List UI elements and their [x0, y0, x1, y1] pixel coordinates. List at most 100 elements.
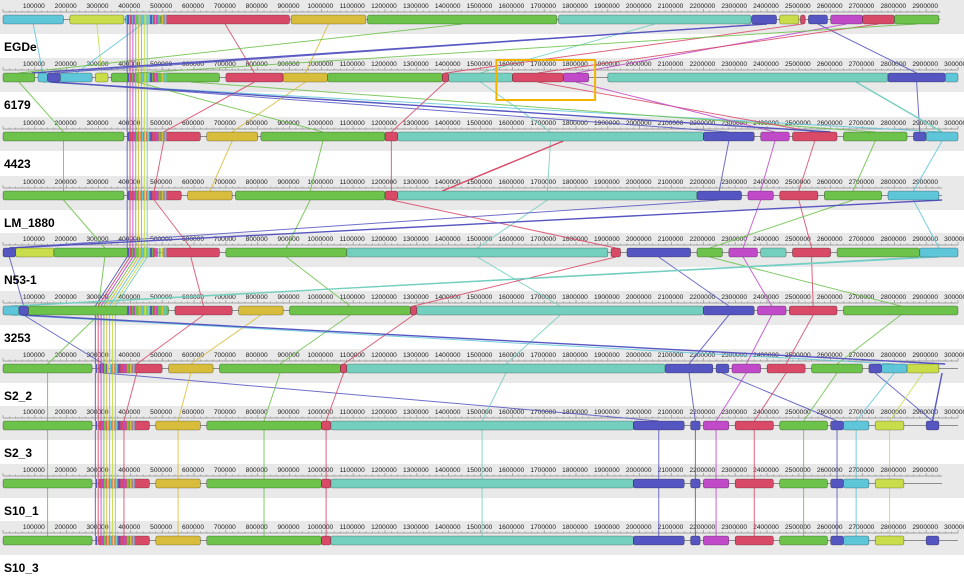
lcb-block[interactable]: [112, 364, 115, 373]
lcb-block[interactable]: [664, 363, 714, 374]
lcb-block[interactable]: [144, 306, 147, 315]
lcb-block[interactable]: [127, 306, 130, 315]
lcb-block[interactable]: [144, 191, 147, 200]
lcb-block[interactable]: [161, 247, 220, 258]
lcb-block[interactable]: [161, 132, 164, 141]
lcb-block[interactable]: [766, 363, 806, 374]
lcb-block[interactable]: [135, 132, 138, 141]
lcb-block[interactable]: [126, 536, 129, 545]
lcb-block[interactable]: [235, 190, 386, 201]
lcb-block[interactable]: [138, 191, 141, 200]
lcb-block[interactable]: [397, 131, 704, 142]
lcb-block[interactable]: [106, 364, 109, 373]
lcb-block[interactable]: [830, 478, 844, 489]
lcb-block[interactable]: [118, 479, 121, 488]
lcb-block[interactable]: [147, 248, 150, 257]
lcb-block[interactable]: [155, 535, 201, 546]
lcb-block[interactable]: [98, 536, 101, 545]
lcb-block[interactable]: [696, 190, 742, 201]
lcb-block[interactable]: [132, 479, 135, 488]
lcb-block[interactable]: [219, 363, 341, 374]
lcb-block[interactable]: [913, 131, 927, 142]
lcb-block[interactable]: [118, 421, 121, 430]
lcb-block[interactable]: [130, 191, 133, 200]
lcb-block[interactable]: [874, 535, 905, 546]
lcb-block[interactable]: [330, 420, 634, 431]
lcb-block[interactable]: [843, 131, 908, 142]
lcb-block[interactable]: [115, 421, 118, 430]
lcb-block[interactable]: [147, 132, 150, 141]
lcb-block[interactable]: [2, 72, 36, 83]
lcb-block[interactable]: [2, 131, 125, 142]
lcb-block[interactable]: [150, 191, 153, 200]
lcb-block[interactable]: [155, 248, 158, 257]
lcb-block[interactable]: [811, 363, 863, 374]
lcb-block[interactable]: [106, 479, 109, 488]
lcb-block[interactable]: [2, 190, 125, 201]
lcb-block[interactable]: [132, 191, 135, 200]
lcb-block[interactable]: [109, 536, 112, 545]
lcb-block[interactable]: [158, 15, 161, 24]
lcb-block[interactable]: [2, 535, 93, 546]
lcb-block[interactable]: [206, 478, 322, 489]
lcb-block[interactable]: [830, 535, 844, 546]
lcb-block[interactable]: [161, 248, 164, 257]
lcb-block[interactable]: [103, 421, 106, 430]
lcb-block[interactable]: [109, 479, 112, 488]
lcb-block[interactable]: [632, 535, 685, 546]
lcb-block[interactable]: [141, 15, 144, 24]
lcb-block[interactable]: [894, 14, 940, 25]
lcb-block[interactable]: [206, 420, 322, 431]
lcb-block[interactable]: [808, 14, 828, 25]
lcb-block[interactable]: [703, 305, 755, 316]
lcb-block[interactable]: [384, 190, 399, 201]
lcb-block[interactable]: [152, 73, 155, 82]
lcb-block[interactable]: [147, 15, 150, 24]
lcb-block[interactable]: [703, 420, 730, 431]
lcb-block[interactable]: [150, 15, 153, 24]
lcb-block[interactable]: [141, 73, 144, 82]
lcb-block[interactable]: [95, 421, 98, 430]
lcb-block[interactable]: [152, 306, 155, 315]
lcb-block[interactable]: [703, 478, 730, 489]
lcb-block[interactable]: [410, 305, 418, 316]
lcb-block[interactable]: [919, 247, 959, 258]
lcb-block[interactable]: [321, 420, 332, 431]
lcb-block[interactable]: [138, 15, 141, 24]
lcb-block[interactable]: [135, 306, 138, 315]
lcb-block[interactable]: [141, 132, 144, 141]
lcb-block[interactable]: [118, 536, 121, 545]
lcb-block[interactable]: [2, 305, 20, 316]
lcb-block[interactable]: [779, 420, 828, 431]
lcb-block[interactable]: [109, 364, 112, 373]
lcb-block[interactable]: [696, 247, 723, 258]
lcb-block[interactable]: [152, 191, 155, 200]
lcb-block[interactable]: [155, 306, 158, 315]
lcb-block[interactable]: [123, 364, 126, 373]
lcb-block[interactable]: [862, 14, 895, 25]
lcb-block[interactable]: [59, 72, 93, 83]
lcb-block[interactable]: [127, 191, 130, 200]
lcb-block[interactable]: [843, 478, 870, 489]
lcb-block[interactable]: [150, 132, 153, 141]
lcb-block[interactable]: [690, 478, 701, 489]
lcb-block[interactable]: [734, 478, 774, 489]
lcb-block[interactable]: [130, 73, 133, 82]
lcb-block[interactable]: [367, 14, 558, 25]
lcb-block[interactable]: [95, 479, 98, 488]
lcb-block[interactable]: [925, 535, 940, 546]
lcb-block[interactable]: [887, 72, 946, 83]
lcb-block[interactable]: [225, 72, 284, 83]
lcb-block[interactable]: [925, 420, 940, 431]
lcb-block[interactable]: [843, 420, 870, 431]
lcb-block[interactable]: [346, 363, 666, 374]
lcb-block[interactable]: [130, 248, 133, 257]
lcb-block[interactable]: [690, 420, 701, 431]
lcb-block[interactable]: [282, 72, 328, 83]
lcb-block[interactable]: [346, 247, 609, 258]
lcb-block[interactable]: [15, 247, 55, 258]
lcb-block[interactable]: [512, 72, 564, 83]
lcb-block[interactable]: [135, 191, 138, 200]
lcb-block[interactable]: [135, 73, 138, 82]
lcb-block[interactable]: [147, 191, 150, 200]
